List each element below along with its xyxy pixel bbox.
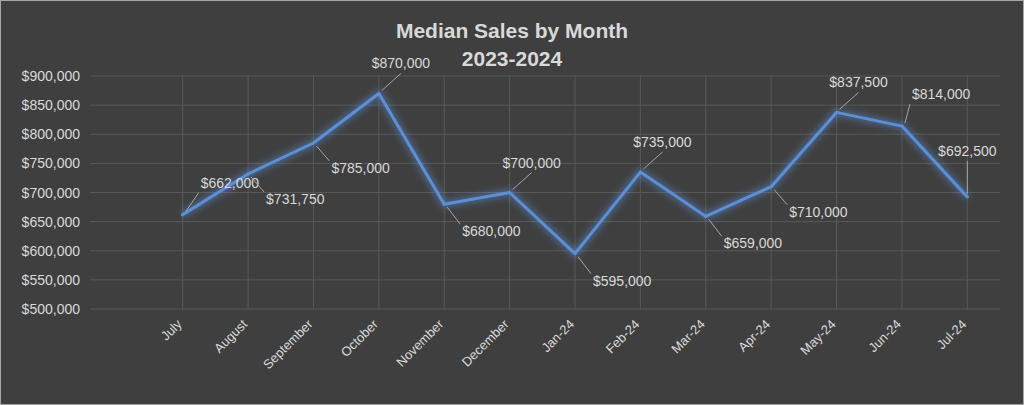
y-tick-label: $850,000 <box>22 97 81 113</box>
leader-line <box>513 173 532 190</box>
grid-line-vertical <box>967 76 968 309</box>
y-tick-label: $650,000 <box>22 214 81 230</box>
grid-line <box>90 250 1000 251</box>
x-tick-label: November <box>393 316 446 369</box>
leader-line <box>840 92 859 109</box>
grid-line <box>90 134 1000 135</box>
leader-line <box>967 161 968 194</box>
x-tick-label: October <box>338 316 382 360</box>
leader-line <box>578 257 591 274</box>
x-tick-label: Feb-24 <box>603 317 643 357</box>
y-tick-label: $800,000 <box>22 126 81 142</box>
grid-line-vertical <box>378 76 379 309</box>
grid-line <box>90 279 1000 280</box>
grid-line-vertical <box>901 76 902 309</box>
grid-line-vertical <box>771 76 772 309</box>
data-point <box>966 195 969 198</box>
leader-line <box>316 146 329 161</box>
leader-line <box>905 104 910 123</box>
data-label: $710,000 <box>789 204 848 220</box>
background <box>1 1 1024 405</box>
data-label: $735,000 <box>633 134 692 150</box>
data-label: $870,000 <box>372 55 431 71</box>
title: Median Sales by Month <box>396 19 628 42</box>
leader-line <box>186 193 199 212</box>
data-label: $837,500 <box>829 74 888 90</box>
grid-line-vertical <box>182 76 183 309</box>
grid-line-vertical <box>575 76 576 309</box>
data-label: $595,000 <box>593 273 652 289</box>
data-label: $700,000 <box>502 155 561 171</box>
y-tick-label: $500,000 <box>22 301 81 317</box>
x-tick-label: December <box>459 316 512 369</box>
leader-line <box>382 73 401 90</box>
data-point <box>900 125 903 128</box>
grid-line <box>90 309 1000 310</box>
grid-line <box>90 192 1000 193</box>
data-label: $659,000 <box>724 235 783 251</box>
y-tick-label: $600,000 <box>22 243 81 259</box>
data-label: $785,000 <box>331 160 390 176</box>
data-point <box>639 171 642 174</box>
line-glow <box>183 93 968 253</box>
leader-line <box>251 177 264 192</box>
chart-root: Median Sales by Month 2023-2024 $500,000 $5… <box>0 0 1024 405</box>
grid-line-vertical <box>705 76 706 309</box>
y-tick-label: $550,000 <box>22 272 81 288</box>
data-label: $680,000 <box>462 223 521 239</box>
data-line <box>183 93 968 253</box>
grid-line <box>90 105 1000 106</box>
grid-line-vertical <box>248 76 249 309</box>
grid-line-vertical <box>836 76 837 309</box>
data-point <box>181 213 184 216</box>
data-label: $731,750 <box>266 191 325 207</box>
grid-line-vertical <box>444 76 445 309</box>
grid-line-vertical <box>509 76 510 309</box>
leader-line <box>447 207 460 224</box>
data-point <box>835 111 838 114</box>
leader-line <box>709 219 722 236</box>
chart-svg: Median Sales by Month 2023-2024 $500,000 $5… <box>0 0 1024 405</box>
x-tick-label: May-24 <box>797 317 838 358</box>
data-point <box>312 141 315 144</box>
subtitle: 2023-2024 <box>462 47 563 70</box>
data-point <box>377 92 380 95</box>
leader-line <box>774 190 787 205</box>
x-tick-label: Mar-24 <box>668 317 708 357</box>
y-tick-label: $900,000 <box>22 68 81 84</box>
x-tick-label: Jan-24 <box>538 317 577 356</box>
plot-group <box>181 92 969 255</box>
data-label: $662,000 <box>201 175 260 191</box>
data-point <box>574 252 577 255</box>
data-point <box>508 191 511 194</box>
data-label: $692,500 <box>938 143 997 159</box>
x-tick-label: July <box>158 316 185 343</box>
leader-line <box>643 152 662 169</box>
data-point <box>443 203 446 206</box>
data-point <box>770 185 773 188</box>
data-label: $814,000 <box>912 86 971 102</box>
x-tick-label: Jul-24 <box>934 317 970 353</box>
data-point <box>704 215 707 218</box>
x-tick-label: Jun-24 <box>865 317 904 356</box>
y-tick-label: $750,000 <box>22 155 81 171</box>
x-tick-label: August <box>211 316 250 355</box>
x-tick-label: Apr-24 <box>735 317 773 355</box>
x-tick-label: September <box>260 316 316 372</box>
y-tick-label: $700,000 <box>22 185 81 201</box>
